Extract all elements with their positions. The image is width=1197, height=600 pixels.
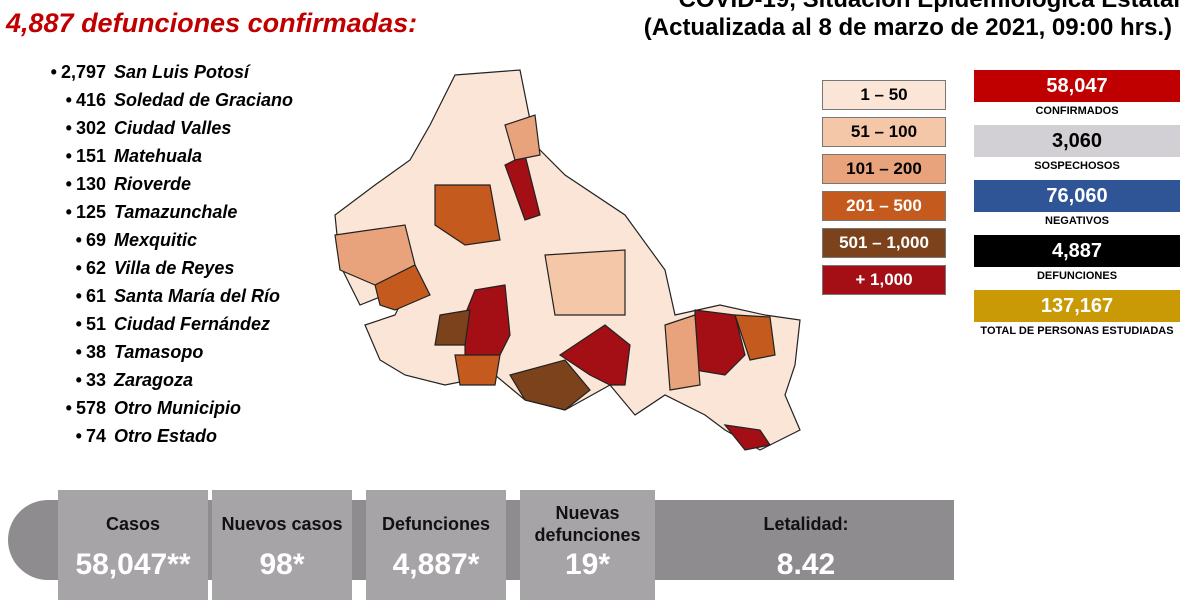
summary-label: Casos [105,514,161,534]
region [664,314,701,391]
stat-label: TOTAL DE PERSONAS ESTUDIADAS [980,325,1174,337]
stat-box: 76,060 NEGATIVOS [974,180,1180,227]
legend-item: 501 – 1,000 [822,228,946,258]
municipality-name: Soledad de Graciano [114,89,294,110]
summary-label: Nuevos casos [221,514,343,534]
death-count: 62 [40,258,114,279]
summary-label: Nuevas defunciones [534,503,641,545]
stats: 58,047 CONFIRMADOS 3,060 SOSPECHOSOS 76,060 N… [974,70,1180,345]
summary-value: 8.42 [776,548,836,581]
deaths-heading: 4,887 defunciones confirmadas: [6,8,418,38]
title: COVID-19, Situación Epidemiológica Estat… [560,0,1180,14]
death-count: 38 [40,342,114,363]
death-count: 61 [40,286,114,307]
municipality-name: Villa de Reyes [114,257,235,278]
region [434,309,471,346]
death-count: 74 [40,426,114,447]
region [454,354,501,386]
municipality-name: Rioverde [114,173,192,194]
summary-tab: Nuevas defunciones 19* [520,490,655,600]
municipality-name: Santa María del Río [114,285,281,306]
summary-value: 19* [564,548,611,581]
stat-label: SOSPECHOSOS [1034,160,1120,172]
death-count: 578 [40,398,114,419]
municipality-name: Otro Estado [114,425,218,446]
stat-box: 4,887 DEFUNCIONES [974,235,1180,282]
region [734,314,776,361]
municipality-name: Ciudad Valles [114,117,232,138]
summary-label: Defunciones [381,514,491,534]
municipality-name: Tamasopo [114,341,204,362]
legend-item: 51 – 100 [822,117,946,147]
stat-value: 3,060 [974,125,1180,157]
death-count: 416 [40,90,114,111]
municipality-name: Ciudad Fernández [114,313,271,334]
death-count: 130 [40,174,114,195]
region [504,114,541,161]
summary-value: 98* [259,548,305,581]
stat-value: 76,060 [974,180,1180,212]
summary-tab: Letalidad: 8.42 [656,490,956,600]
legend-item: 1 – 50 [822,80,946,110]
map [334,69,801,451]
summary-value: 58,047** [75,548,191,581]
municipality-name: Otro Municipio [114,397,241,418]
stat-box: 137,167 TOTAL DE PERSONAS ESTUDIADAS [974,290,1180,337]
legend-item: 201 – 500 [822,191,946,221]
death-count: 302 [40,118,114,139]
legend-item: + 1,000 [822,265,946,295]
summary-value: 4,887* [392,548,480,581]
legend: 1 – 50 51 – 100 101 – 200 201 – 500 501 – 1,… [822,80,946,302]
region [723,424,771,451]
summary-label: Letalidad: [763,514,849,534]
legend-item: 101 – 200 [822,154,946,184]
region [374,264,431,311]
death-count: 69 [40,230,114,251]
region [509,359,591,411]
region [558,324,631,386]
stat-label: CONFIRMADOS [1035,105,1119,117]
stat-value: 137,167 [974,290,1180,322]
stat-label: NEGATIVOS [1045,215,1109,227]
stat-box: 3,060 SOSPECHOSOS [974,125,1180,172]
death-count: 125 [40,202,114,223]
municipality-name: Matehuala [114,145,203,166]
municipality-name: Zaragoza [114,369,194,390]
summary-tab: Casos 58,047** [58,490,208,600]
stat-value: 58,047 [974,70,1180,102]
death-count: 33 [40,370,114,391]
stat-box: 58,047 CONFIRMADOS [974,70,1180,117]
subtitle: (Actualizada al 8 de marzo de 2021, 09:0… [643,14,1172,41]
summary-tab: Defunciones 4,887* [366,490,506,600]
death-count: 151 [40,146,114,167]
summary-tab: Nuevos casos 98* [212,490,352,600]
death-count: 2,797 [40,62,114,83]
stat-label: DEFUNCIONES [1036,270,1118,282]
region [544,249,626,316]
death-count: 51 [40,314,114,335]
municipality-name: Tamazunchale [114,201,238,222]
region [434,184,501,246]
municipality-name: Mexquitic [114,229,198,250]
stat-value: 4,887 [974,235,1180,267]
municipality-name: San Luis Potosí [114,61,250,82]
